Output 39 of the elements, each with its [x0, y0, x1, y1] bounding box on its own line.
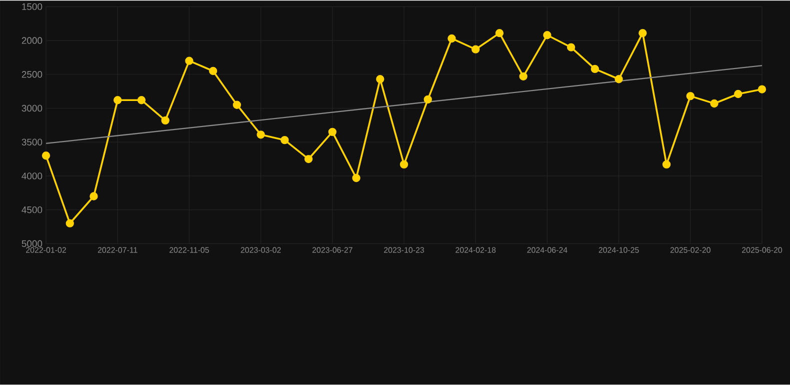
- point: [566, 43, 576, 52]
- point: [90, 192, 98, 201]
- point: [472, 45, 480, 54]
- y-tick-label: 4000: [22, 172, 42, 180]
- y-tick-label: 2500: [22, 71, 42, 78]
- point: [137, 96, 146, 104]
- point: [424, 96, 432, 104]
- point: [710, 100, 718, 108]
- point: [590, 65, 600, 74]
- point: [114, 96, 122, 104]
- point: [280, 136, 289, 144]
- point: [686, 92, 694, 100]
- y-tick-label: 2000: [22, 37, 42, 44]
- point: [352, 174, 360, 182]
- y-tick-label: 3000: [22, 105, 42, 112]
- point: [519, 72, 528, 81]
- point: [495, 29, 504, 38]
- y-tick-label: 4500: [22, 206, 42, 214]
- point: [614, 75, 623, 84]
- point: [42, 152, 50, 160]
- point: [376, 75, 384, 84]
- point: [543, 31, 552, 40]
- point: [328, 128, 336, 136]
- y-tick-label: 5000: [22, 240, 42, 248]
- point: [185, 56, 194, 66]
- point: [448, 34, 456, 43]
- point: [208, 67, 218, 76]
- y-tick-label: 1500: [22, 3, 42, 10]
- point: [304, 155, 313, 164]
- point: [66, 219, 74, 228]
- point: [232, 100, 242, 110]
- point: [734, 90, 742, 98]
- y-tick-label: 3500: [22, 138, 42, 146]
- point: [638, 29, 647, 38]
- point: [161, 116, 170, 125]
- point: [758, 85, 766, 94]
- point: [662, 160, 671, 169]
- point: [256, 130, 265, 139]
- point: [400, 160, 408, 169]
